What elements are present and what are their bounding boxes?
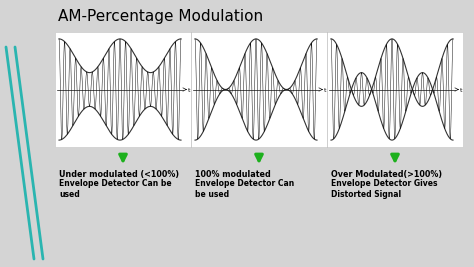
Text: Under modulated (<100%): Under modulated (<100%) (59, 170, 179, 179)
Bar (55, 32, 463, 147)
Text: AM-Percentage Modulation: AM-Percentage Modulation (58, 9, 263, 24)
Text: 100% modulated: 100% modulated (195, 170, 271, 179)
Text: t: t (460, 88, 463, 93)
Text: Envelope Detector Can
be used: Envelope Detector Can be used (195, 179, 294, 199)
Text: Over Modulated(>100%): Over Modulated(>100%) (331, 170, 442, 179)
Text: t: t (324, 88, 327, 93)
Text: Envelope Detector Can be
used: Envelope Detector Can be used (59, 179, 172, 199)
Text: Envelope Detector Gives
Distorted Signal: Envelope Detector Gives Distorted Signal (331, 179, 438, 199)
Text: t: t (188, 88, 191, 93)
